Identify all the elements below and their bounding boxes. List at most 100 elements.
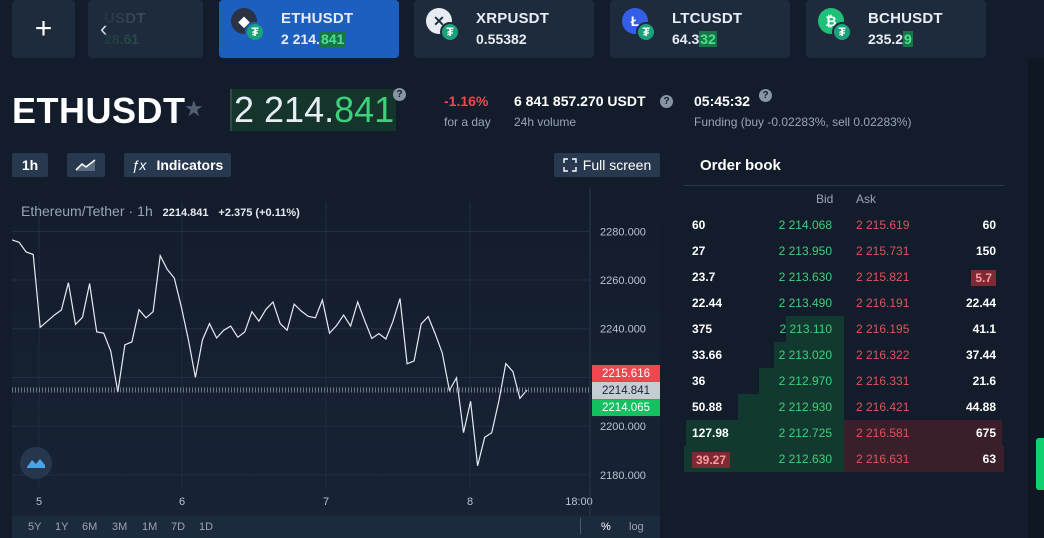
symbol-title: ETHUSDT [12,90,186,131]
bid-price: 2 213.950 [778,244,832,258]
tab-name: ETHUSDT [281,10,354,27]
ask-depth-bar [844,446,1004,472]
x-tick-label: 6 [179,496,185,508]
tab-price: 235.29 [868,31,913,47]
ask-price-tag-label: 2215.616 [602,368,650,380]
orderbook-row[interactable]: 375 2 213.110 2 216.195 41.1 [684,316,1004,342]
help-icon[interactable]: ? [393,88,406,101]
bid-size: 36 [692,374,706,388]
orderbook-row[interactable]: 33.66 2 213.020 2 216.322 37.44 [684,342,1004,368]
bid-price: 2 212.930 [778,400,832,414]
bid-price: 2 213.110 [779,322,833,336]
ask-price-tag [592,364,660,382]
ask-size: 21.6 [972,374,996,388]
orderbook-row[interactable]: 50.88 2 212.930 2 216.421 44.88 [684,394,1004,420]
plus-icon: + [34,12,53,45]
chevron-left-icon[interactable]: ‹ [100,16,108,41]
fullscreen-label: Full screen [582,157,652,173]
orderbook-row[interactable]: 22.44 2 213.490 2 216.191 22.44 [684,290,1004,316]
daily-change: -1.16% for a day [444,93,491,129]
funding-info: 05:45:32 Funding (buy -0.02283%, sell 0.… [694,93,912,129]
fullscreen-icon [563,158,577,172]
orderbook-row[interactable]: 127.98 2 212.725 2 216.581 675 [684,420,1004,446]
symbol-tab-ltcusdt[interactable]: Ł ₮ LTCUSDT 64.332 [610,0,790,58]
bid-price: 2 213.630 [778,270,832,284]
indicators-button[interactable]: ƒx Indicators [124,153,231,177]
orderbook-row[interactable]: 36 2 212.970 2 216.331 21.6 [684,368,1004,394]
right-rail [1028,58,1044,538]
chart-type-button[interactable] [67,153,105,177]
interval-button[interactable]: 1h [12,153,48,177]
range-3m[interactable]: 3M [112,521,128,533]
price-chart-svg[interactable]: 2280.0002260.0002240.0002220.0002200.000… [12,187,660,517]
volume-24h: 6 841 857.270 USDT 24h volume [514,93,646,129]
ask-size: 150 [975,244,996,258]
ask-size: 5.7 [971,270,996,286]
x-tick-label: 18:00 [565,496,593,508]
log-scale-toggle[interactable]: log [629,521,644,533]
help-icon[interactable]: ? [660,95,673,108]
ask-size: 675 [975,426,996,440]
favorite-star-icon[interactable]: ★ [184,96,204,121]
orderbook-row[interactable]: 23.7 2 213.630 2 215.821 5.7 [684,264,1004,290]
bid-price-tag [592,399,660,417]
ask-size: 63 [982,452,996,466]
ask-price: 2 215.821 [856,270,910,284]
y-tick-label: 2240.000 [600,324,646,336]
symbol-tab-bchusdt[interactable]: ₿ ₮ BCHUSDT 235.29 [806,0,986,58]
help-icon[interactable]: ? [759,89,772,102]
tab-name: BCHUSDT [868,10,943,27]
tab-name: LTCUSDT [672,10,743,27]
tradingview-logo-icon[interactable] [20,447,52,479]
bid-price: 2 212.725 [778,426,832,440]
range-1d[interactable]: 1D [199,521,214,533]
y-tick-label: 2180.000 [600,470,646,482]
range-1m[interactable]: 1M [142,521,158,533]
y-tick-label: 2260.000 [600,275,646,287]
orderbook-row[interactable]: 27 2 213.950 2 215.731 150 [684,238,1004,264]
bid-price: 2 213.490 [778,296,832,310]
bid-price: 2 212.630 [778,452,832,466]
bid-size: 39.27 [692,452,731,468]
range-6m[interactable]: 6M [82,521,98,533]
price-chart[interactable]: 2280.0002260.0002240.0002220.0002200.000… [12,187,660,517]
bid-price: 2 213.020 [778,348,832,362]
orderbook-row[interactable]: 60 2 214.068 2 215.619 60 [684,212,1004,238]
indicators-label: Indicators [156,157,224,173]
range-1y[interactable]: 1Y [55,521,69,533]
ask-price: 2 216.421 [856,400,910,414]
range-5y[interactable]: 5Y [28,521,42,533]
ask-size: 37.44 [965,348,996,362]
add-symbol-button[interactable]: + [12,0,75,58]
range-7d[interactable]: 7D [171,521,186,533]
tether-icon: ₮ [636,22,656,42]
ask-size: 60 [982,218,996,232]
symbol-tab-ethusdt[interactable]: ◆ ₮ ETHUSDT 2 214.841 [219,0,399,58]
tab-price: 0.55382 [476,31,527,47]
ask-price: 2 216.195 [856,322,910,336]
ask-header: Ask [856,192,877,206]
bid-size: 33.66 [692,348,723,362]
x-tick-label: 5 [36,496,42,508]
bid-depth-bar [685,420,844,446]
ethereum-icon: ◆ [231,8,257,34]
bid-header: Bid [816,192,834,206]
ask-price: 2 216.322 [856,348,910,362]
side-tab-handle[interactable] [1036,438,1044,490]
function-icon: ƒx [131,157,147,173]
percent-scale-toggle[interactable]: % [601,521,611,533]
fullscreen-button[interactable]: Full screen [554,153,660,177]
tab-price: 64.332 [672,31,717,47]
tether-icon: ₮ [832,22,852,42]
range-selector: 5Y 1Y 6M 3M 1M 7D 1D % log [12,516,660,538]
symbol-tab-xrpusdt[interactable]: ✕ ₮ XRPUSDT 0.55382 [414,0,594,58]
ask-price: 2 216.631 [856,452,910,466]
bid-price-tag-label: 2214.065 [602,402,650,414]
current-price: 2 214. 841 [230,89,397,131]
price-line [12,239,528,466]
orderbook-row[interactable]: 39.27 2 212.630 2 216.631 63 [684,446,1004,472]
bid-size: 50.88 [692,400,723,414]
ask-size: 22.44 [965,296,996,310]
ask-depth-bar [844,420,1003,446]
symbol-tab-partial[interactable]: USDT 28.61 ‹ [88,0,203,58]
